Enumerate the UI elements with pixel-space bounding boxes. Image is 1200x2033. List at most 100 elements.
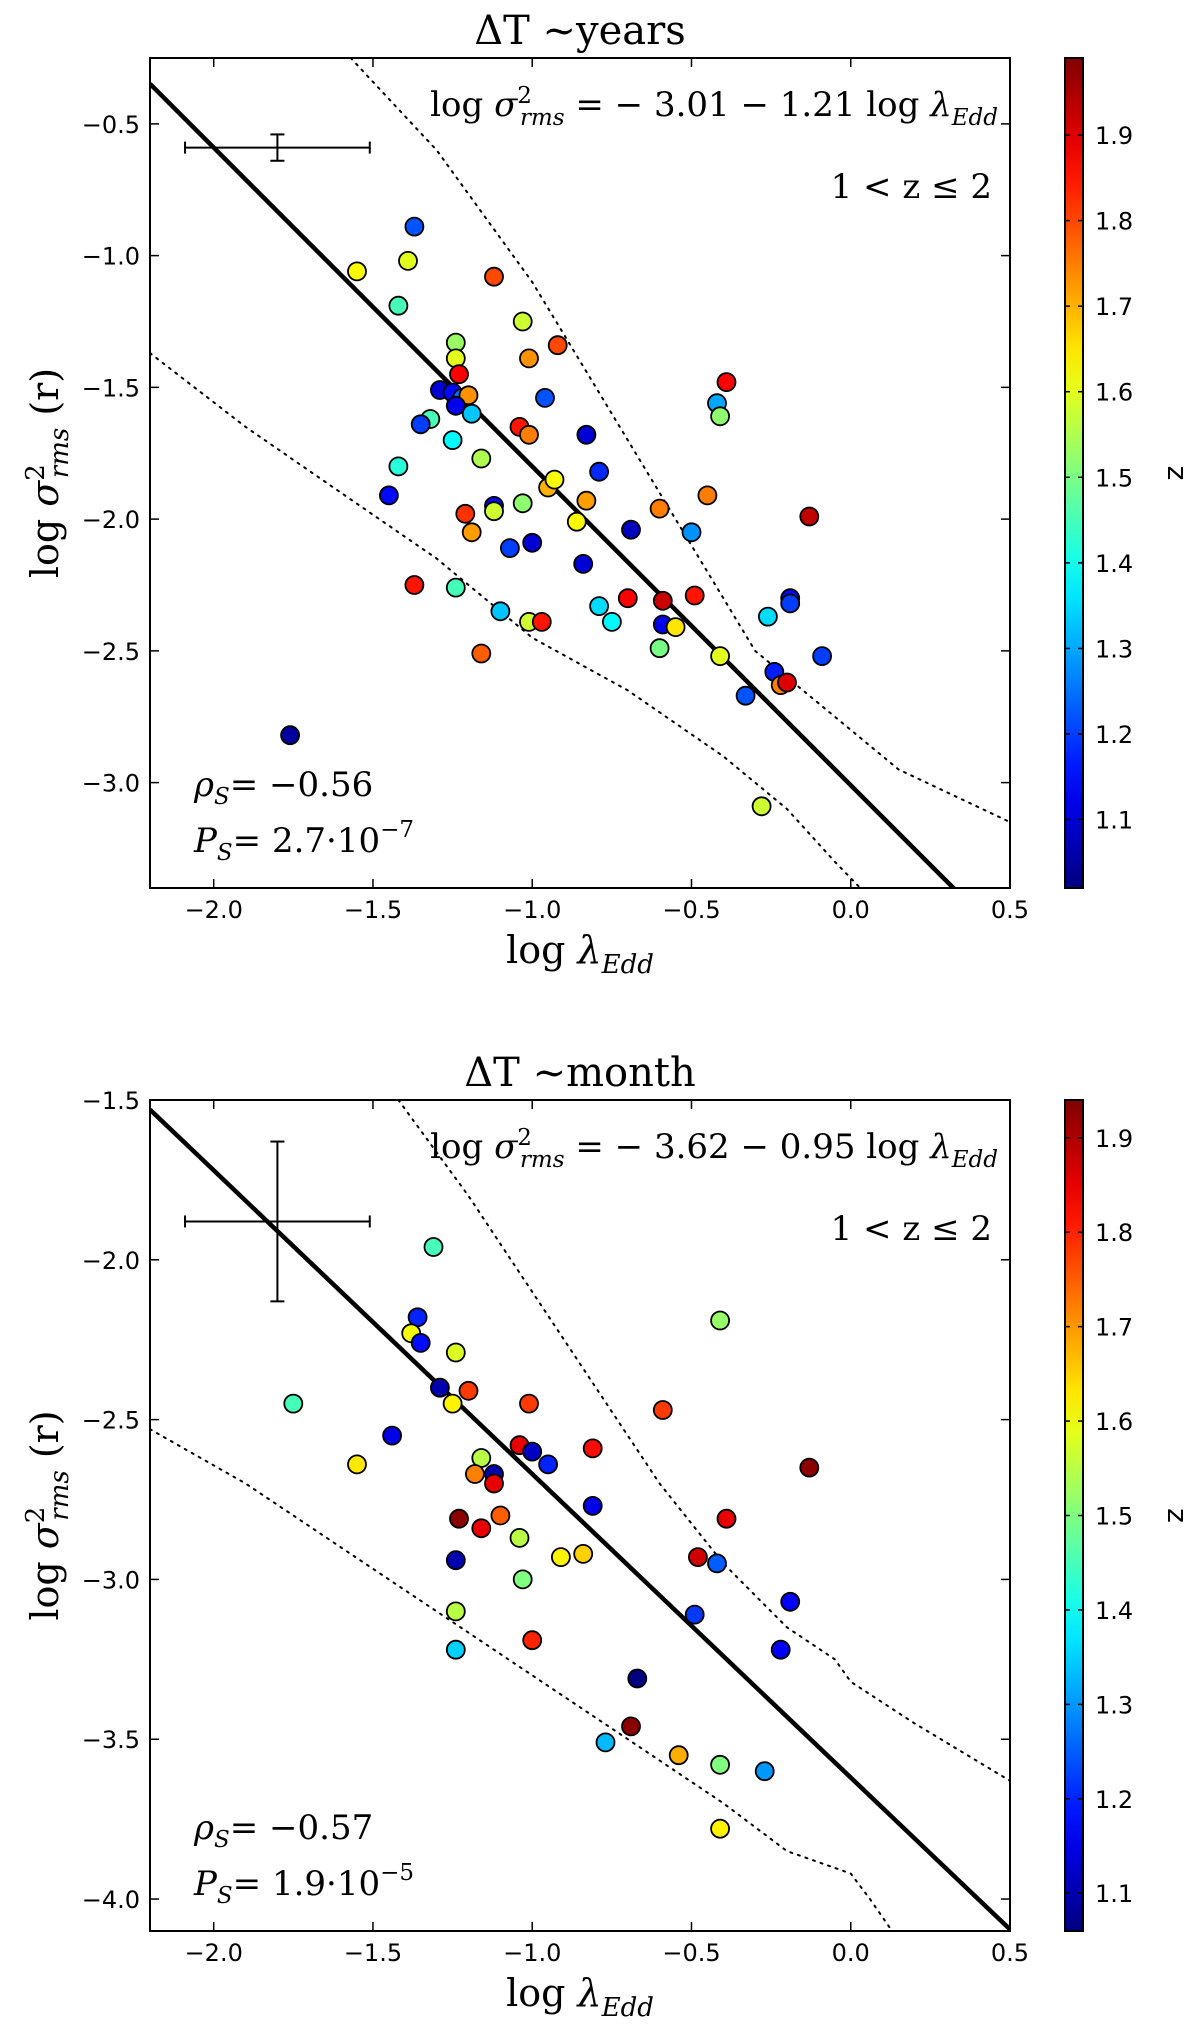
data-point <box>388 456 409 477</box>
data-point <box>471 448 492 469</box>
data-point <box>710 1818 730 1839</box>
data-point <box>735 685 756 706</box>
spearman-p-label: PS= 2.7·10−7 <box>193 817 414 866</box>
colorbar-tick-label: 1.4 <box>1095 1597 1133 1625</box>
redshift-range-label: 1 < z ≤ 2 <box>831 1209 992 1249</box>
colorbar-tick-label: 1.8 <box>1095 1219 1133 1247</box>
data-point <box>652 590 673 611</box>
data-point <box>423 1237 444 1257</box>
data-point <box>649 638 670 659</box>
data-point <box>780 1591 801 1612</box>
data-point <box>398 250 418 271</box>
data-point <box>799 1457 820 1478</box>
data-point <box>573 554 594 574</box>
data-point <box>652 1400 673 1420</box>
x-tick-label: −0.5 <box>662 896 720 924</box>
data-point <box>754 1761 775 1782</box>
data-point <box>283 1393 304 1414</box>
data-point <box>410 414 431 435</box>
colorbar-tick-label: 1.9 <box>1095 1125 1133 1153</box>
data-point <box>665 617 686 637</box>
data-point <box>445 577 466 598</box>
x-tick-label: −1.0 <box>503 1939 561 1967</box>
data-point <box>576 490 597 511</box>
x-tick-label: 0.5 <box>991 1939 1029 1967</box>
colorbar-tick-label: 1.9 <box>1095 122 1133 150</box>
data-point <box>429 1377 450 1398</box>
y-axis-label: log σ2rms (r) <box>21 368 75 578</box>
data-point <box>697 485 718 506</box>
data-point <box>531 612 552 632</box>
data-point <box>668 1745 689 1766</box>
data-point <box>522 1630 543 1651</box>
data-point <box>449 1508 469 1529</box>
colorbar-tick-label: 1.1 <box>1095 1880 1133 1908</box>
colorbar-tick-label: 1.5 <box>1095 1503 1133 1531</box>
data-point <box>812 646 832 666</box>
data-point <box>442 430 463 451</box>
x-tick-label: −0.5 <box>662 1939 720 1967</box>
data-point <box>404 575 425 595</box>
x-tick-label: −2.0 <box>185 896 243 924</box>
colorbar-tick-label: 1.4 <box>1095 550 1133 578</box>
data-point <box>710 1754 730 1775</box>
data-point <box>484 501 504 522</box>
data-point <box>471 643 492 664</box>
data-point <box>684 585 705 606</box>
chart-title: ΔT ~years <box>474 8 686 54</box>
data-point <box>716 1508 737 1529</box>
data-point <box>461 403 482 424</box>
data-point <box>382 1425 403 1446</box>
data-point <box>499 538 520 558</box>
data-point <box>710 646 730 666</box>
data-point <box>688 1547 708 1567</box>
data-point <box>522 1441 543 1462</box>
lower-envelope-line <box>150 352 862 888</box>
x-tick-label: −1.0 <box>503 896 561 924</box>
colorbar <box>1064 57 1084 889</box>
data-point <box>707 1553 727 1574</box>
spearman-rho-label: ρS= −0.57 <box>193 1808 373 1853</box>
data-point <box>445 1601 466 1622</box>
upper-envelope-line <box>349 58 1010 824</box>
x-tick-label: −1.5 <box>344 896 402 924</box>
y-tick-label: −0.5 <box>82 111 140 139</box>
data-point <box>535 387 555 408</box>
fit-equation: log σ2 rms = − 3.62 − 0.95 log λEdd <box>430 1125 998 1173</box>
data-point <box>458 1380 479 1401</box>
x-tick-label: 0.0 <box>832 1939 870 1967</box>
data-point <box>582 1438 603 1459</box>
y-axis-label: log σ2rms (r) <box>21 1410 75 1620</box>
y-tick-label: −2.5 <box>82 638 140 666</box>
colorbar-tick-label: 1.6 <box>1095 379 1133 407</box>
plot-area <box>150 58 1010 888</box>
data-point <box>758 606 778 627</box>
data-point <box>544 469 565 490</box>
y-tick-label: −2.0 <box>82 506 140 534</box>
y-tick-label: −3.0 <box>82 1566 140 1594</box>
data-point <box>484 266 504 287</box>
data-point <box>347 261 367 282</box>
data-point <box>484 1473 504 1494</box>
data-point <box>445 348 466 369</box>
colorbar-tick-label: 1.7 <box>1095 293 1133 321</box>
redshift-range-label: 1 < z ≤ 2 <box>831 167 992 207</box>
data-point <box>751 796 772 817</box>
plot-frame <box>149 57 1011 889</box>
data-point <box>442 1393 463 1414</box>
x-axis-label: log λEdd <box>506 928 654 980</box>
data-point <box>512 1569 533 1590</box>
y-tick-label: −1.5 <box>82 1087 140 1115</box>
data-point <box>582 1496 603 1516</box>
y-tick-label: −2.5 <box>82 1407 140 1435</box>
data-point <box>799 506 820 527</box>
y-tick-label: −3.0 <box>82 770 140 798</box>
data-point <box>681 522 702 543</box>
data-point <box>589 596 609 616</box>
y-tick-label: −1.5 <box>82 374 140 402</box>
data-point <box>576 424 597 445</box>
data-point <box>445 1342 466 1363</box>
data-point <box>684 1604 705 1625</box>
colorbar-tick-label: 1.1 <box>1095 807 1133 835</box>
